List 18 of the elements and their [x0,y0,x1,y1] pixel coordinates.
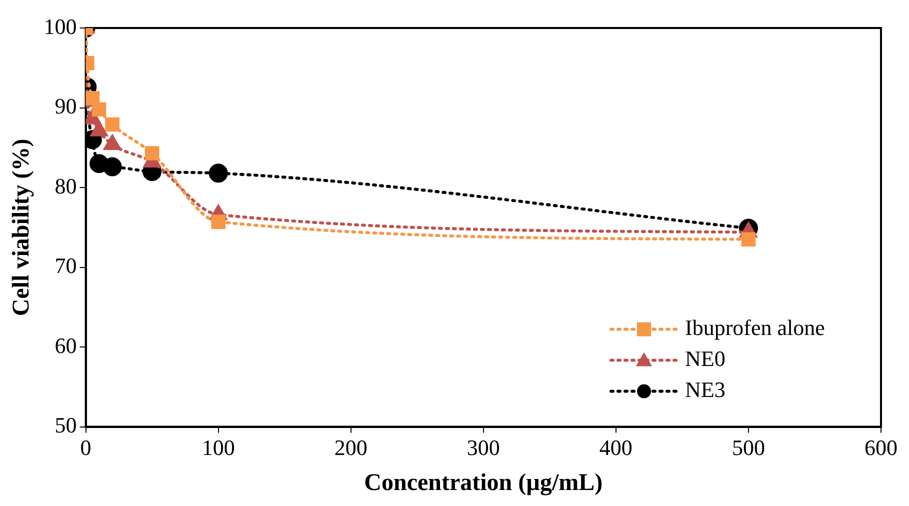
y-tick-label: 100 [44,14,77,39]
legend-label: NE0 [685,346,726,372]
y-tick-label: 70 [54,253,77,278]
y-axis-title: Cell viability (%) [8,138,35,316]
x-tick-label: 600 [864,434,898,460]
y-tick-label: 50 [54,412,77,438]
x-tick-label: 500 [732,434,765,460]
y-tick-label: 80 [54,173,77,198]
x-tick-label: 300 [466,434,500,460]
y-tick-label: 60 [54,332,77,358]
y-tick-label: 90 [54,94,77,119]
x-axis-title: Concentration (µg/mL) [364,470,603,496]
legend-label: Ibuprofen alone [685,315,825,340]
x-tick-label: 400 [599,434,632,460]
x-tick-label: 200 [334,434,368,460]
x-tick-label: 100 [202,434,235,460]
legend-label: NE3 [685,377,726,402]
x-tick-label: 0 [80,434,92,460]
